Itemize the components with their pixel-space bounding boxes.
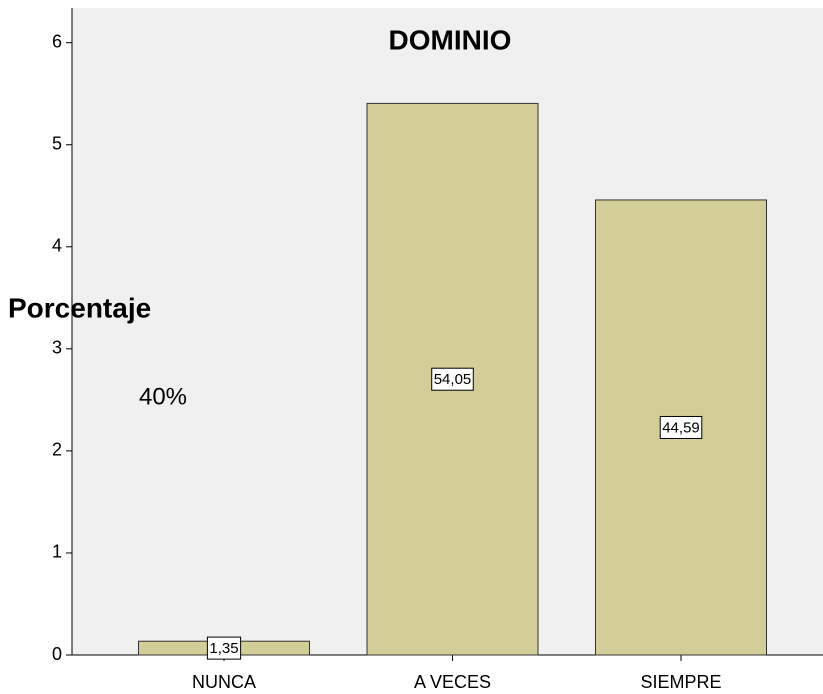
data-label-box (431, 367, 474, 391)
data-label-box (659, 415, 703, 439)
y-tick-label: 5 (52, 133, 62, 153)
y-tick-label: 3 (52, 338, 62, 358)
x-tick-label: SIEMPRE (640, 672, 721, 692)
data-label: 44,59 (662, 419, 700, 436)
y-tick-label: 2 (52, 440, 62, 460)
annotation: 40% (139, 383, 187, 410)
y-tick-label: 6 (52, 31, 62, 51)
y-tick-label: 0 (52, 644, 62, 664)
x-tick-label: NUNCA (192, 672, 256, 692)
y-tick-label: 4 (52, 236, 62, 256)
data-label: 54,05 (434, 371, 472, 388)
chart-title: DOMINIO (389, 24, 512, 55)
data-label: 1,35 (209, 640, 238, 657)
y-axis-label: Porcentaje (8, 292, 151, 323)
y-tick-label: 1 (52, 542, 62, 562)
data-label-box (206, 636, 242, 660)
x-tick-label: A VECES (414, 672, 491, 692)
